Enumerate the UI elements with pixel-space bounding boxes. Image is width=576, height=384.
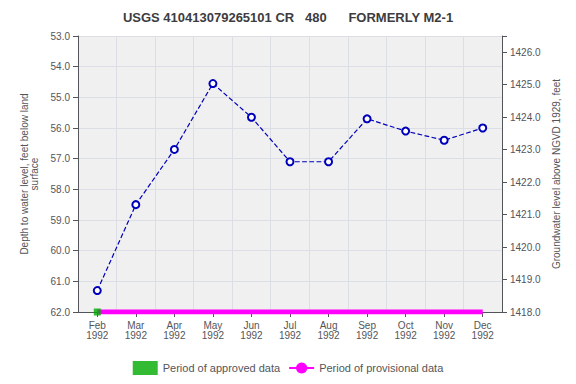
svg-text:56.0: 56.0 <box>51 123 71 134</box>
svg-text:Mar: Mar <box>127 319 145 331</box>
svg-text:surface: surface <box>29 157 40 190</box>
svg-text:Dec: Dec <box>473 319 492 331</box>
svg-text:1992: 1992 <box>356 330 379 341</box>
svg-text:May: May <box>203 319 223 331</box>
svg-text:54.0: 54.0 <box>51 61 71 72</box>
svg-text:Groundwater level above NGVD 1: Groundwater level above NGVD 1929, feet <box>551 79 562 269</box>
svg-text:1421.0: 1421.0 <box>510 209 541 220</box>
svg-text:1425.0: 1425.0 <box>510 79 541 90</box>
svg-text:1992: 1992 <box>433 330 456 341</box>
svg-text:1992: 1992 <box>279 330 302 341</box>
svg-text:55.0: 55.0 <box>51 92 71 103</box>
svg-text:Feb: Feb <box>88 319 106 331</box>
svg-text:61.0: 61.0 <box>51 276 71 287</box>
svg-text:1992: 1992 <box>202 330 225 341</box>
svg-text:1424.0: 1424.0 <box>510 112 541 123</box>
svg-text:1420.0: 1420.0 <box>510 242 541 253</box>
svg-text:1992: 1992 <box>125 330 148 341</box>
svg-text:58.0: 58.0 <box>51 184 71 195</box>
svg-text:Apr: Apr <box>166 319 183 331</box>
svg-text:1419.0: 1419.0 <box>510 274 541 285</box>
svg-text:1992: 1992 <box>317 330 340 341</box>
svg-text:53.0: 53.0 <box>51 31 71 42</box>
svg-text:62.0: 62.0 <box>51 307 71 318</box>
svg-text:1992: 1992 <box>472 330 495 341</box>
svg-text:Period of approved data: Period of approved data <box>163 362 281 374</box>
svg-text:1992: 1992 <box>86 330 109 341</box>
svg-text:1992: 1992 <box>163 330 186 341</box>
svg-text:Period of provisional data: Period of provisional data <box>319 362 444 374</box>
svg-text:Jun: Jun <box>243 319 260 331</box>
svg-text:59.0: 59.0 <box>51 215 71 226</box>
svg-text:USGS 410413079265101 CR 480: USGS 410413079265101 CR 480 FORMERLY M2-… <box>123 10 453 25</box>
svg-text:1418.0: 1418.0 <box>510 307 541 318</box>
svg-text:60.0: 60.0 <box>51 245 71 256</box>
svg-text:1426.0: 1426.0 <box>510 47 541 58</box>
svg-text:1992: 1992 <box>395 330 418 341</box>
svg-text:Jul: Jul <box>283 319 297 331</box>
svg-text:Oct: Oct <box>397 319 414 331</box>
svg-text:1992: 1992 <box>240 330 263 341</box>
svg-text:57.0: 57.0 <box>51 153 71 164</box>
svg-text:Nov: Nov <box>435 319 454 331</box>
svg-text:Aug: Aug <box>319 319 338 331</box>
svg-text:1423.0: 1423.0 <box>510 144 541 155</box>
svg-text:Sep: Sep <box>358 319 376 331</box>
svg-text:Depth to water level, feet bel: Depth to water level, feet below land <box>19 93 31 255</box>
svg-text:1422.0: 1422.0 <box>510 177 541 188</box>
